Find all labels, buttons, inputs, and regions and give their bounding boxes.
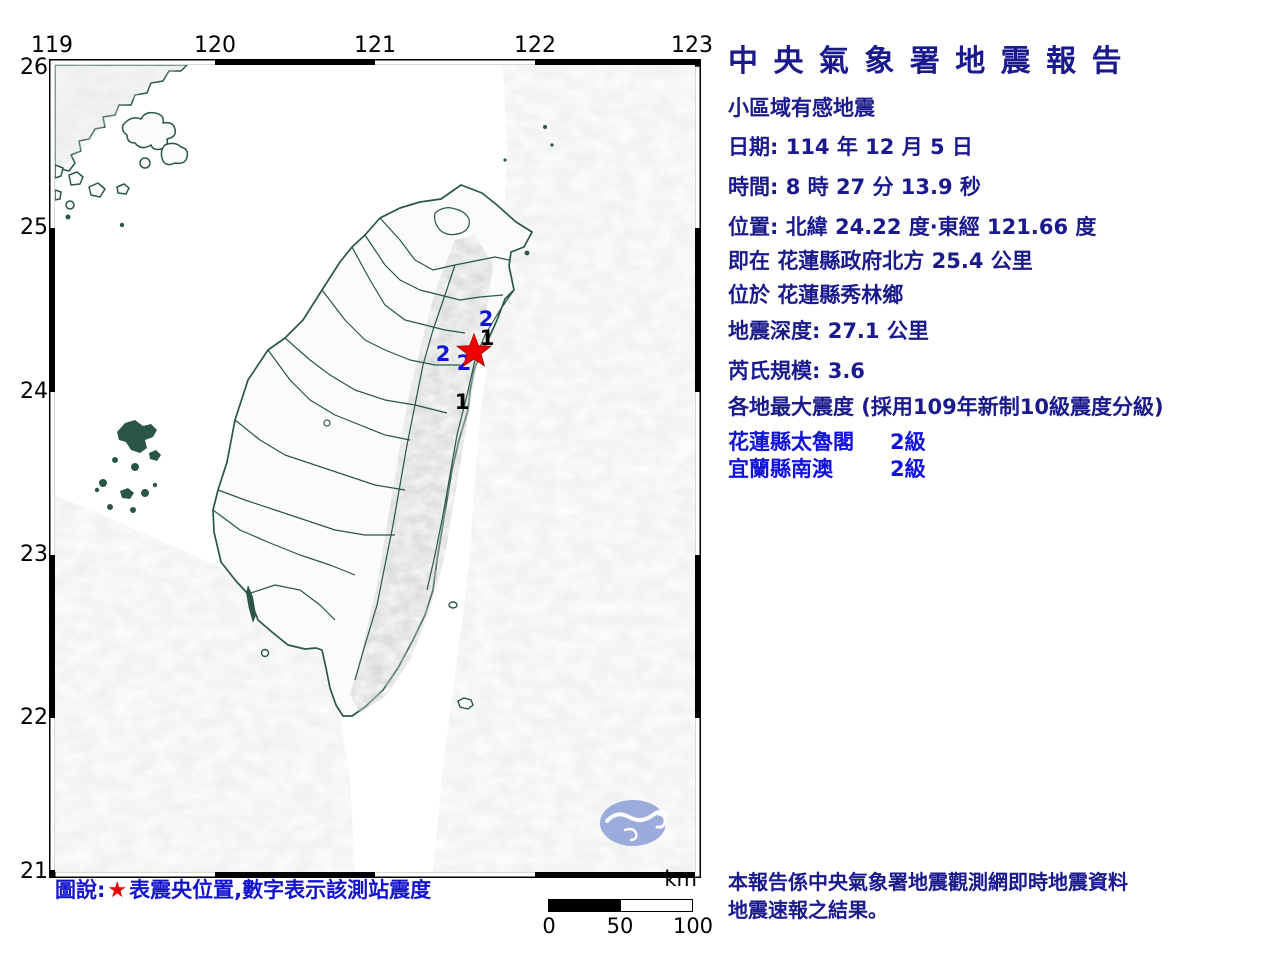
scalebar-unit-label: km — [664, 867, 697, 891]
scale-bar — [548, 899, 693, 912]
station-intensity-mark: 2 — [479, 307, 494, 331]
legend-text: 表震央位置,數字表示該測站震度 — [129, 878, 432, 902]
page-title: 中 央 氣 象 署 地 震 報 告 — [728, 44, 1123, 79]
china-coast — [55, 65, 188, 174]
county-boundaries — [212, 207, 515, 681]
small-islands — [260, 601, 474, 710]
x-axis-tick-label: 122 — [514, 33, 556, 58]
report-magnitude-line: 芮氏規模: 3.6 — [728, 359, 865, 383]
offshore-islands-northwest — [55, 111, 189, 210]
taiwan-relief-map: 2 1 2 2 1 — [49, 59, 701, 878]
report-location-line: 位置: 北緯 24.22 度·東經 121.66 度 — [728, 215, 1097, 239]
x-axis-tick-label: 119 — [31, 33, 73, 58]
x-axis-tick-label: 121 — [354, 33, 396, 58]
y-axis-tick-label: 24 — [20, 379, 48, 404]
station-intensity-mark: 1 — [455, 390, 470, 414]
offshore-islets — [65, 125, 554, 256]
event-type-line: 小區域有感地震 — [728, 96, 875, 120]
y-axis-tick-label: 25 — [20, 215, 48, 240]
station-row: 宜蘭縣南澳 2級 — [728, 453, 1028, 483]
report-township-line: 位於 花蓮縣秀林鄉 — [728, 283, 904, 307]
legend-label: 圖說: — [55, 878, 106, 902]
bathymetry-relief-east — [433, 65, 695, 872]
scale-bar-black-segment — [549, 900, 621, 911]
station-intensity: 2級 — [890, 430, 926, 454]
report-depth-line: 地震深度: 27.1 公里 — [728, 319, 929, 343]
epicenter-star-icon — [456, 332, 492, 367]
cwa-logo-icon — [600, 800, 669, 846]
x-axis-tick-label: 123 — [671, 33, 713, 58]
penghu-islands — [94, 420, 161, 513]
report-time-line: 時間: 8 時 27 分 13.9 秒 — [728, 175, 981, 199]
station-intensity-mark: 1 — [480, 326, 495, 350]
mountain-relief — [350, 235, 493, 713]
scalebar-tick-label: 0 — [542, 914, 556, 938]
map-legend: 圖說:★表震央位置,數字表示該測站震度 — [55, 874, 431, 904]
y-axis-tick-label: 23 — [20, 542, 48, 567]
kaohsiung-lagoon — [246, 585, 256, 623]
report-date-line: 日期: 114 年 12 月 5 日 — [728, 135, 973, 159]
y-axis-tick-label: 21 — [20, 859, 48, 884]
bathymetry-relief-southwest — [55, 495, 355, 872]
scalebar-tick-label: 100 — [672, 914, 714, 938]
report-distance-line: 即在 花蓮縣政府北方 25.4 公里 — [728, 249, 1033, 273]
x-axis-tick-label: 120 — [194, 33, 236, 58]
station-name: 宜蘭縣南澳 — [728, 457, 833, 481]
station-intensity: 2級 — [890, 457, 926, 481]
scalebar-tick-label: 50 — [606, 914, 634, 938]
report-footer: 地震速報之結果。 — [728, 898, 888, 922]
station-name: 花蓮縣太魯閣 — [728, 430, 854, 454]
report-footer: 本報告係中央氣象署地震觀測網即時地震資料 — [728, 870, 1128, 894]
y-axis-tick-label: 26 — [20, 55, 48, 80]
max-intensity-header: 各地最大震度 (採用109年新制10級震度分級) — [728, 395, 1164, 419]
station-row: 花蓮縣太魯閣 2級 — [728, 426, 1028, 456]
station-intensity-mark: 2 — [436, 342, 451, 366]
epicenter-star-legend-icon: ★ — [107, 878, 128, 903]
y-axis-tick-label: 22 — [20, 705, 48, 730]
